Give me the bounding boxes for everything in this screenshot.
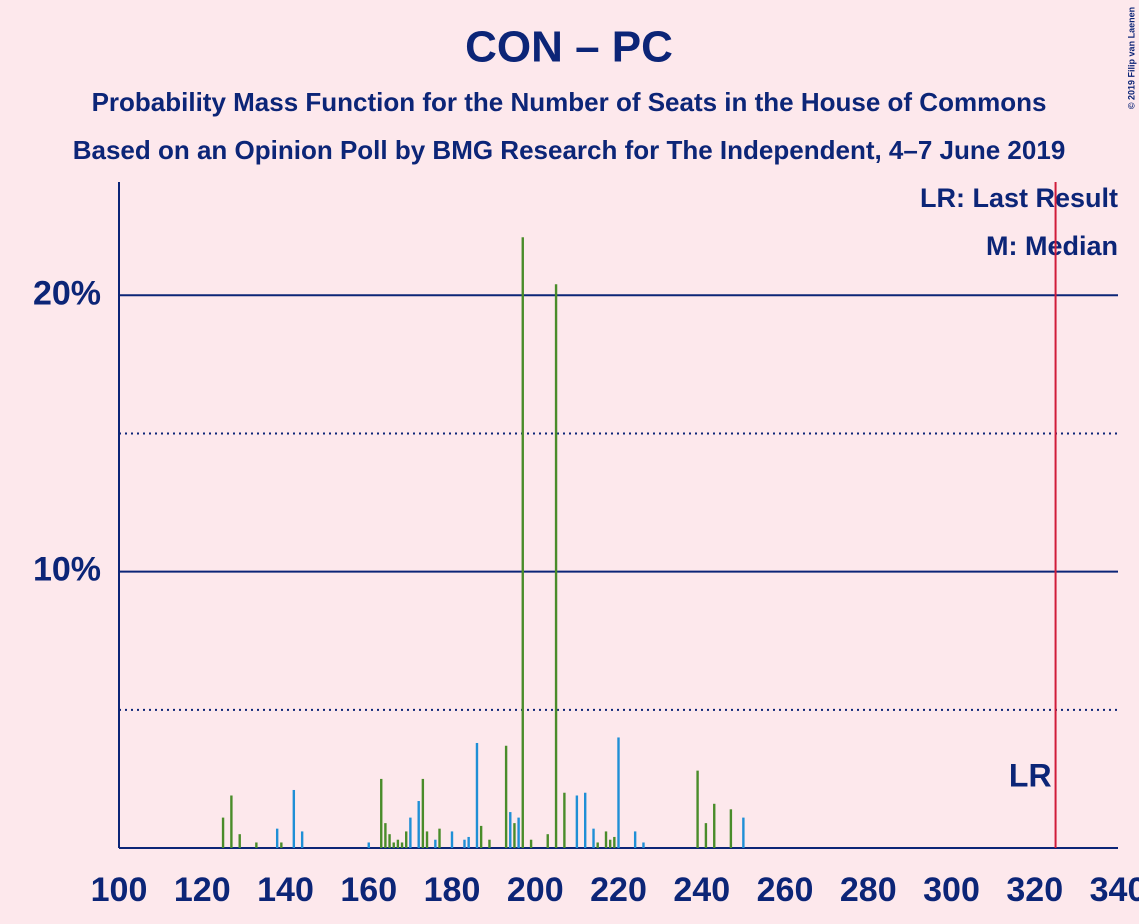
bar [546,834,549,848]
bar [608,839,612,848]
bar [292,789,296,848]
bar [517,817,520,848]
x-tick-label: 100 [91,871,148,909]
bar [592,828,595,848]
x-tick-label: 300 [923,871,980,909]
x-tick-label: 200 [507,871,564,909]
x-tick-label: 260 [757,871,814,909]
bar [221,817,225,848]
bar [392,842,395,848]
bar [438,828,441,848]
copyright: © 2019 Filip van Laenen [1126,7,1136,109]
bar [554,284,558,848]
bar [479,825,483,848]
x-tick-label: 120 [174,871,231,909]
bar [529,839,533,848]
x-tick-label: 340 [1090,871,1139,909]
bar [513,823,516,848]
bar [417,801,420,848]
bar [713,803,716,848]
bar [584,792,587,848]
bar [463,839,466,848]
bar [633,831,637,848]
bar [642,842,645,848]
bar [617,737,620,848]
bar [742,817,745,848]
y-tick-label: 10% [33,551,101,589]
bar [488,839,491,848]
bar [300,831,304,848]
bar [230,795,233,848]
x-tick-label: 180 [424,871,481,909]
bar [450,831,454,848]
bar [596,842,599,848]
x-tick-label: 220 [590,871,647,909]
y-tick-label: 20% [33,274,101,312]
x-tick-label: 140 [257,871,314,909]
bar [467,836,470,848]
bar [509,812,512,848]
bar [280,842,283,848]
bar [504,745,508,848]
bar [255,842,258,848]
bar [613,836,616,848]
bar [388,834,391,848]
bar [367,842,370,848]
bar [380,778,383,848]
x-tick-label: 280 [840,871,897,909]
bar [275,828,279,848]
bar [434,839,437,848]
bar [521,237,524,848]
bar [604,831,608,848]
chart-subtitle: Based on an Opinion Poll by BMG Research… [73,135,1066,165]
last-result-label: LR [1009,757,1052,793]
bar [405,831,408,848]
bar [729,809,733,848]
chart-subtitle: Probability Mass Function for the Number… [92,87,1047,117]
bar [475,742,479,848]
x-tick-label: 240 [673,871,730,909]
x-tick-label: 160 [340,871,397,909]
bar [563,792,566,848]
bar [238,834,241,848]
bar [396,839,400,848]
legend-entry: M: Median [986,231,1118,261]
bar [421,778,425,848]
bar [425,831,429,848]
bar [400,842,404,848]
legend-entry: LR: Last Result [920,183,1118,213]
chart-title: CON – PC [465,23,673,72]
bar [384,823,387,848]
bar [704,823,708,848]
bar [696,770,699,848]
x-tick-label: 320 [1006,871,1063,909]
bar [575,795,579,848]
bar [409,817,412,848]
